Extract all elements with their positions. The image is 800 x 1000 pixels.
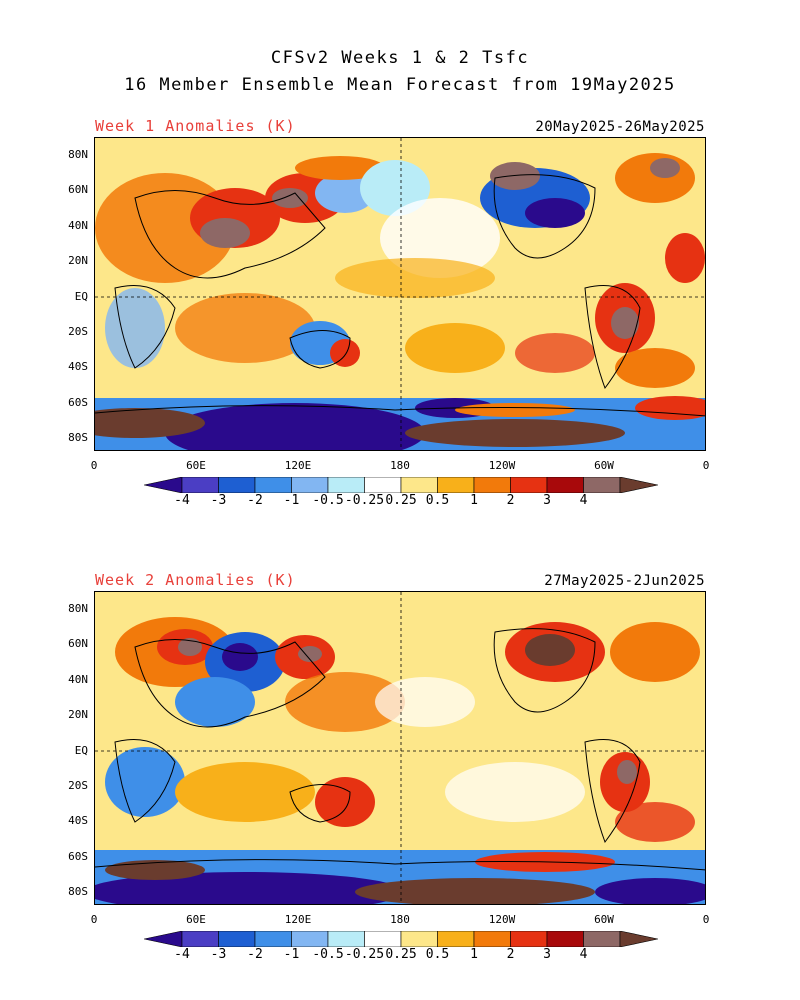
colorbar-tick-label: -1: [283, 493, 300, 508]
panel1-colorbar: [144, 477, 658, 493]
colorbar-swatch: [473, 931, 511, 947]
panel1-lon-label: 120E: [284, 459, 312, 472]
colorbar-swatch: [400, 931, 438, 947]
colorbar-swatch: [437, 477, 475, 493]
colorbar-swatch: [510, 931, 548, 947]
panel1-lon-label: 0: [702, 459, 710, 472]
colorbar-tick-label: 3: [543, 493, 551, 508]
panel2-colorbar: [144, 931, 658, 947]
colorbar-swatch: [364, 477, 402, 493]
panel2-lon-label: 0: [90, 913, 98, 926]
colorbar-tick-label: -0.5: [312, 493, 344, 508]
colorbar-swatch: [473, 477, 511, 493]
colorbar-tick-label: -0.25: [344, 947, 385, 962]
panel1-lon-label: 0: [90, 459, 98, 472]
panel1-lat-label: 20S: [68, 325, 88, 338]
panel2-lat-label: 80S: [68, 885, 88, 898]
panel1-lon-label: 180: [390, 459, 410, 472]
colorbar-swatch: [254, 477, 292, 493]
panel1-lat-label: 40N: [68, 219, 88, 232]
colorbar-tick-label: -2: [247, 493, 263, 508]
panel2-lat-label: 60S: [68, 850, 88, 863]
panel2-lon-label: 180: [390, 913, 410, 926]
panel2-lat-label: EQ: [74, 744, 88, 757]
colorbar-tick-label: 1: [470, 947, 478, 962]
panel1-label: Week 1 Anomalies (K): [95, 117, 296, 135]
colorbar-tick-label: -4: [174, 493, 190, 508]
colorbar-swatch: [364, 931, 402, 947]
panel2-lat-label: 40S: [68, 814, 88, 827]
colorbar-swatch: [583, 931, 621, 947]
colorbar-swatch: [583, 477, 621, 493]
colorbar-swatch: [291, 931, 329, 947]
panel1-lat-label: 40S: [68, 360, 88, 373]
panel1-lon-label: 60W: [594, 459, 614, 472]
colorbar-tick-label: -0.25: [344, 493, 385, 508]
colorbar-tick-label: -0.5: [312, 947, 344, 962]
colorbar-tick-label: 0.5: [425, 947, 450, 962]
panel1-lat-label: 60N: [68, 183, 88, 196]
panel1-lon-label: 120W: [488, 459, 516, 472]
panel2-lon-label: 60E: [186, 913, 206, 926]
colorbar-swatch: [254, 931, 292, 947]
panel1-lat-label: 80N: [68, 148, 88, 161]
colorbar-tick-label: -2: [247, 947, 263, 962]
panel2-lat-label: 80N: [68, 602, 88, 615]
colorbar-tick-label: 0.5: [425, 493, 450, 508]
colorbar-swatch: [327, 477, 365, 493]
panel1-dates: 20May2025-26May2025: [535, 119, 705, 135]
colorbar-swatch: [144, 477, 183, 493]
colorbar-swatch: [400, 477, 438, 493]
colorbar-tick-label: 2: [506, 493, 515, 508]
colorbar-tick-label: 3: [543, 947, 551, 962]
colorbar-tick-label: 0.25: [385, 493, 417, 508]
panel2-lat-label: 60N: [68, 637, 88, 650]
panel2-lat-label: 20S: [68, 779, 88, 792]
colorbar-tick-label: 2: [506, 947, 515, 962]
colorbar-swatch: [218, 477, 256, 493]
panel1-map: [94, 137, 706, 451]
panel1-lon-label: 60E: [186, 459, 206, 472]
colorbar-swatch: [510, 477, 548, 493]
panel2-lon-label: 120W: [488, 913, 516, 926]
colorbar-tick-label: 4: [579, 493, 588, 508]
panel2-lon-label: 60W: [594, 913, 614, 926]
colorbar-tick-label: 0.25: [385, 947, 417, 962]
colorbar-swatch: [181, 477, 219, 493]
panel2-lon-label: 0: [702, 913, 710, 926]
panel2-map: [94, 591, 706, 905]
colorbar-tick-label: -3: [210, 947, 227, 962]
panel2-dates: 27May2025-2Jun2025: [544, 573, 705, 589]
colorbar-swatch: [546, 477, 584, 493]
panel1-lat-label: 20N: [68, 254, 88, 267]
colorbar-tick-label: 4: [579, 947, 588, 962]
panel2-lat-label: 20N: [68, 708, 88, 721]
panel1-lat-label: 60S: [68, 396, 88, 409]
colorbar-swatch: [437, 931, 475, 947]
colorbar-swatch: [546, 931, 584, 947]
colorbar-swatch: [619, 477, 658, 493]
colorbar-tick-label: -3: [210, 493, 227, 508]
panel2-lon-label: 120E: [284, 913, 312, 926]
chart-subtitle: 16 Member Ensemble Mean Forecast from 19…: [124, 75, 676, 95]
panel1-lat-label: 80S: [68, 431, 88, 444]
colorbar-swatch: [218, 931, 256, 947]
colorbar-swatch: [144, 931, 183, 947]
colorbar-tick-label: -4: [174, 947, 190, 962]
colorbar-tick-label: 1: [470, 493, 478, 508]
panel2-lat-label: 40N: [68, 673, 88, 686]
panel2-label: Week 2 Anomalies (K): [95, 571, 296, 589]
colorbar-swatch: [291, 477, 329, 493]
colorbar-swatch: [181, 931, 219, 947]
colorbar-tick-label: -1: [283, 947, 300, 962]
chart-title: CFSv2 Weeks 1 & 2 Tsfc: [270, 48, 530, 68]
colorbar-swatch: [619, 931, 658, 947]
colorbar-swatch: [327, 931, 365, 947]
panel1-lat-label: EQ: [74, 290, 88, 303]
